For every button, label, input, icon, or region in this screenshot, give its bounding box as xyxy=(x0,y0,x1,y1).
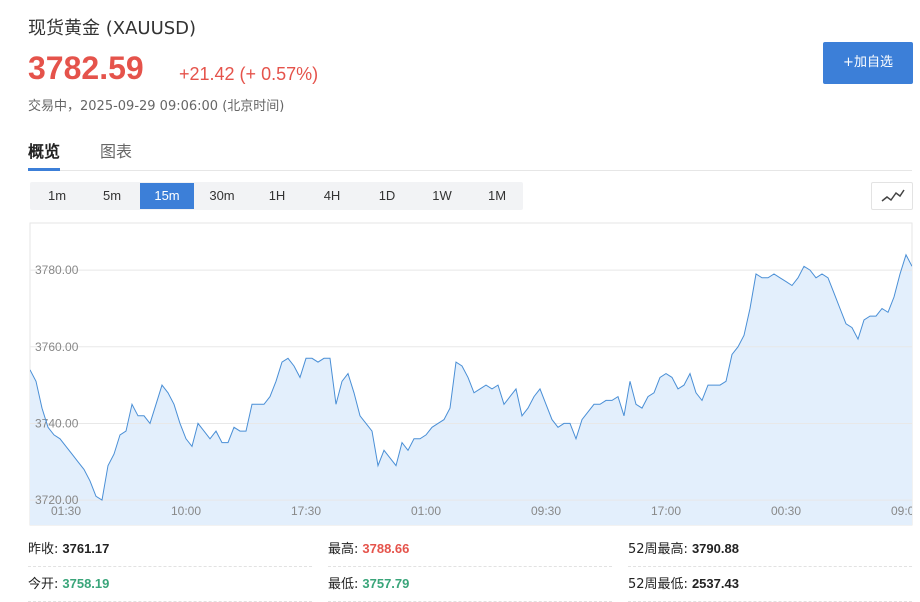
x-tick-label: 10:00 xyxy=(171,504,201,518)
plot-frame xyxy=(29,222,913,526)
stat-value: 3758.19 xyxy=(62,576,110,591)
tab[interactable]: 图表 xyxy=(100,142,133,161)
interval-button[interactable]: 5m xyxy=(102,188,122,203)
x-tick-label: 17:00 xyxy=(651,504,681,518)
stat-label: 最低: xyxy=(328,577,359,592)
chart-icon xyxy=(881,189,905,202)
price-change: +21.42 (+ 0.57%) xyxy=(179,64,319,84)
tabs: 概览 图表 xyxy=(28,136,912,171)
interval-button[interactable]: 30m xyxy=(209,188,235,203)
title: 现货黄金 (XAUUSD) xyxy=(28,18,197,39)
stat-value: 2537.43 xyxy=(691,576,739,591)
stat: 52周最高: 3790.88 xyxy=(628,532,912,567)
price-line xyxy=(30,253,912,501)
interval-button[interactable]: 4H xyxy=(323,188,341,203)
interval-button[interactable]: 1M xyxy=(487,188,507,203)
chart-type-button[interactable] xyxy=(871,182,913,210)
y-tick-label: 3720.00 xyxy=(35,493,79,507)
interval-button[interactable]: 1m xyxy=(47,188,67,203)
interval-button[interactable]: 1H xyxy=(268,188,286,203)
stat-label: 最高: xyxy=(328,542,359,557)
x-tick-label: 09:00 xyxy=(891,504,920,518)
plot: 3720.00 3740.00 3760.00 3780.00 01:30 10:00 17… xyxy=(30,253,920,526)
stat-value: 3790.88 xyxy=(691,541,739,556)
x-tick-label: 17:30 xyxy=(291,504,321,518)
interval-bar: 1m 5m 15m 30m 1H 4H 1D 1W 1M xyxy=(30,182,523,210)
stat: 52周最低: 2537.43 xyxy=(628,567,912,602)
y-tick-label: 3740.00 xyxy=(35,416,79,430)
stat-label: 昨收: xyxy=(28,542,59,557)
interval-button[interactable]: 15m xyxy=(140,183,194,209)
stat-value: 3761.17 xyxy=(62,541,110,556)
stat-label: 52周最高: xyxy=(628,542,688,557)
tab[interactable]: 概览 xyxy=(28,138,61,171)
stat-value: 3757.79 xyxy=(362,576,410,591)
stat: 最高: 3788.66 xyxy=(328,532,612,567)
stat-label: 52周最低: xyxy=(628,577,688,592)
status: 交易中，2025-09-29 09:06:00 (北京时间) xyxy=(28,99,285,114)
x-tick-label: 01:30 xyxy=(51,504,81,518)
interval-button[interactable]: 1D xyxy=(378,188,396,203)
stat-value: 3788.66 xyxy=(362,541,410,556)
stat: 最低: 3757.79 xyxy=(328,567,612,602)
stat: 昨收: 3761.17 xyxy=(28,532,312,567)
stat: 今开: 3758.19 xyxy=(28,567,312,602)
interval-button[interactable]: 1W xyxy=(432,188,452,203)
y-tick-label: 3760.00 xyxy=(35,340,79,354)
y-tick-label: 3780.00 xyxy=(35,263,79,277)
price: 3782.59 xyxy=(28,50,144,86)
x-tick-label: 01:00 xyxy=(411,504,441,518)
stat-label: 今开: xyxy=(28,577,59,592)
x-tick-label: 00:30 xyxy=(771,504,801,518)
area-fill xyxy=(30,254,912,526)
add-watchlist-button[interactable]: +加自选 xyxy=(823,42,913,84)
x-tick-label: 09:30 xyxy=(531,504,561,518)
